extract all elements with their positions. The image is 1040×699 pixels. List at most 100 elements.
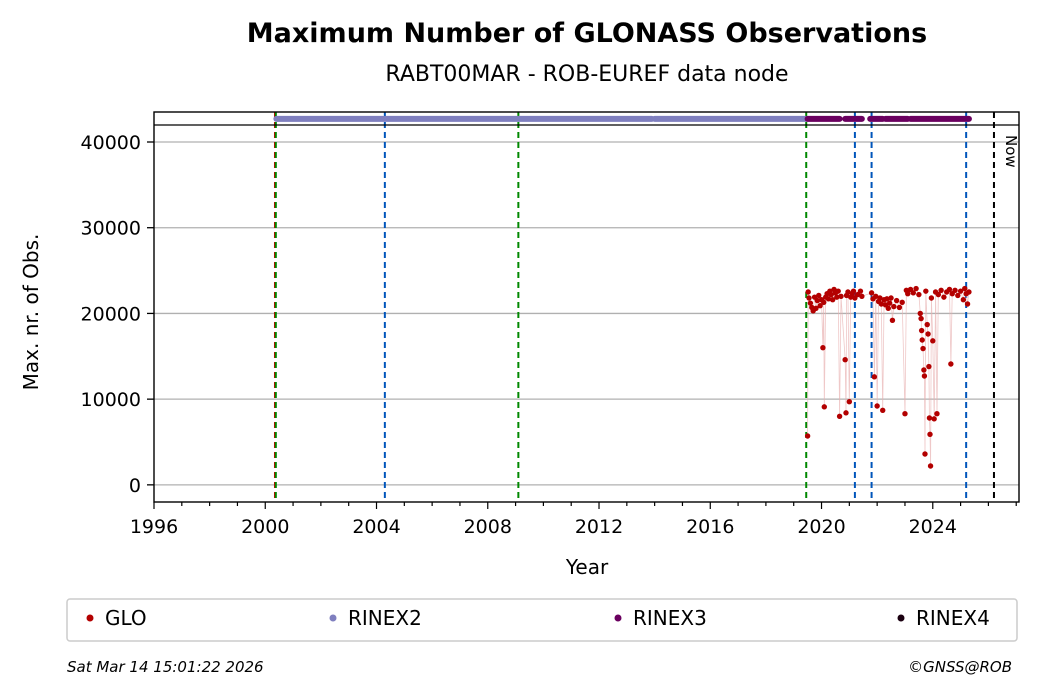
plot-frame <box>153 111 1020 503</box>
x-axis-ticks: 1996 2000 2004 2008 2012 2016 2020 2024 <box>130 502 1017 538</box>
glo-point <box>834 294 840 300</box>
x-tick-label: 2024 <box>909 516 957 538</box>
x-axis-label: Year <box>565 555 609 579</box>
glo-point <box>846 399 853 405</box>
now-label: Now <box>1002 135 1020 168</box>
glo-point <box>926 363 932 370</box>
glo-point <box>962 285 968 292</box>
glo-point <box>843 410 849 416</box>
glo-point <box>889 317 896 323</box>
x-tick-label: 2008 <box>464 516 512 538</box>
glo-point <box>957 288 964 294</box>
footer-timestamp: Sat Mar 14 15:01:22 2026 <box>67 658 264 676</box>
x-tick-label: 2012 <box>575 516 623 538</box>
glo-point <box>871 374 878 380</box>
glo-point <box>891 303 897 310</box>
glo-point <box>886 300 893 306</box>
legend-box <box>66 598 1018 642</box>
glo-point <box>859 293 865 299</box>
glo-point <box>919 337 925 343</box>
glo-point <box>821 299 827 305</box>
glo-point <box>893 297 900 304</box>
glo-point <box>913 285 919 292</box>
glo-point <box>922 451 928 457</box>
glo-point <box>842 357 848 363</box>
glo-point <box>927 463 934 469</box>
glo-point <box>902 411 908 417</box>
glo-point <box>918 327 925 334</box>
glo-point <box>931 416 937 422</box>
legend-label: RINEX2 <box>348 606 422 630</box>
legend-marker <box>897 614 905 622</box>
glo-point <box>921 367 927 373</box>
x-tick-label: 2020 <box>797 516 845 538</box>
glo-point <box>934 411 940 417</box>
glo-point <box>805 289 811 295</box>
glo-point <box>910 290 917 296</box>
glo-point <box>817 303 823 309</box>
legend: GLO RINEX2 RINEX3 RINEX4 <box>86 606 990 630</box>
x-tick-label: 2000 <box>241 516 289 538</box>
chart-title: Maximum Number of GLONASS Observations <box>247 18 927 49</box>
glo-series <box>804 285 972 469</box>
legend-label: RINEX4 <box>916 606 990 630</box>
y-axis-label: Max. nr. of Obs. <box>19 234 43 391</box>
x-tick-label: 2016 <box>686 516 734 538</box>
glo-point <box>874 403 880 409</box>
glo-point <box>816 292 822 299</box>
glo-point <box>930 338 936 344</box>
y-tick-label: 30000 <box>81 218 141 240</box>
glo-point <box>878 301 885 307</box>
glo-point <box>948 361 954 367</box>
glo-point <box>918 315 924 322</box>
glo-point <box>838 293 844 299</box>
glo-point <box>927 431 933 437</box>
x-tick-label: 2004 <box>352 516 400 538</box>
x-tick-label: 1996 <box>130 516 178 538</box>
y-axis-ticks: 0 10000 20000 30000 40000 <box>81 132 154 497</box>
glo-point <box>836 413 843 419</box>
glo-point <box>873 293 879 299</box>
glo-series-line <box>807 287 970 467</box>
glo-point <box>916 291 922 298</box>
glo-point <box>845 289 851 295</box>
glo-point <box>941 294 947 300</box>
legend-marker <box>86 614 94 622</box>
glo-point <box>923 288 929 294</box>
y-tick-label: 0 <box>129 475 141 497</box>
chart-subtitle: RABT00MAR - ROB-EUREF data node <box>385 62 788 87</box>
y-tick-label: 10000 <box>81 389 141 411</box>
glo-point <box>884 296 890 302</box>
glo-point <box>885 305 891 311</box>
glo-point <box>964 301 971 307</box>
glo-point <box>828 291 834 298</box>
glo-point <box>857 288 864 294</box>
glo-point <box>850 288 857 294</box>
glo-point <box>804 433 811 439</box>
glo-point <box>926 415 933 421</box>
glo-point <box>966 289 972 295</box>
footer-copyright: ©GNSS@ROB <box>908 658 1012 676</box>
y-gridlines <box>154 141 1019 486</box>
glo-point <box>877 295 883 301</box>
glo-point <box>921 373 928 379</box>
glo-point <box>938 287 944 293</box>
legend-marker <box>614 614 622 622</box>
glo-point <box>813 305 819 311</box>
glo-point <box>820 345 826 351</box>
glo-point <box>925 331 931 337</box>
glo-point <box>952 287 958 293</box>
glo-point <box>905 291 911 297</box>
glo-point <box>924 321 930 328</box>
y-tick-label: 40000 <box>81 132 141 154</box>
glo-point <box>899 299 905 305</box>
glo-point <box>920 345 926 352</box>
glo-point <box>880 407 886 413</box>
glo-point <box>917 310 923 317</box>
legend-label: RINEX3 <box>633 606 707 630</box>
legend-label: GLO <box>105 606 147 630</box>
glo-point <box>807 300 814 306</box>
glo-point <box>888 295 894 301</box>
legend-marker <box>329 614 337 622</box>
